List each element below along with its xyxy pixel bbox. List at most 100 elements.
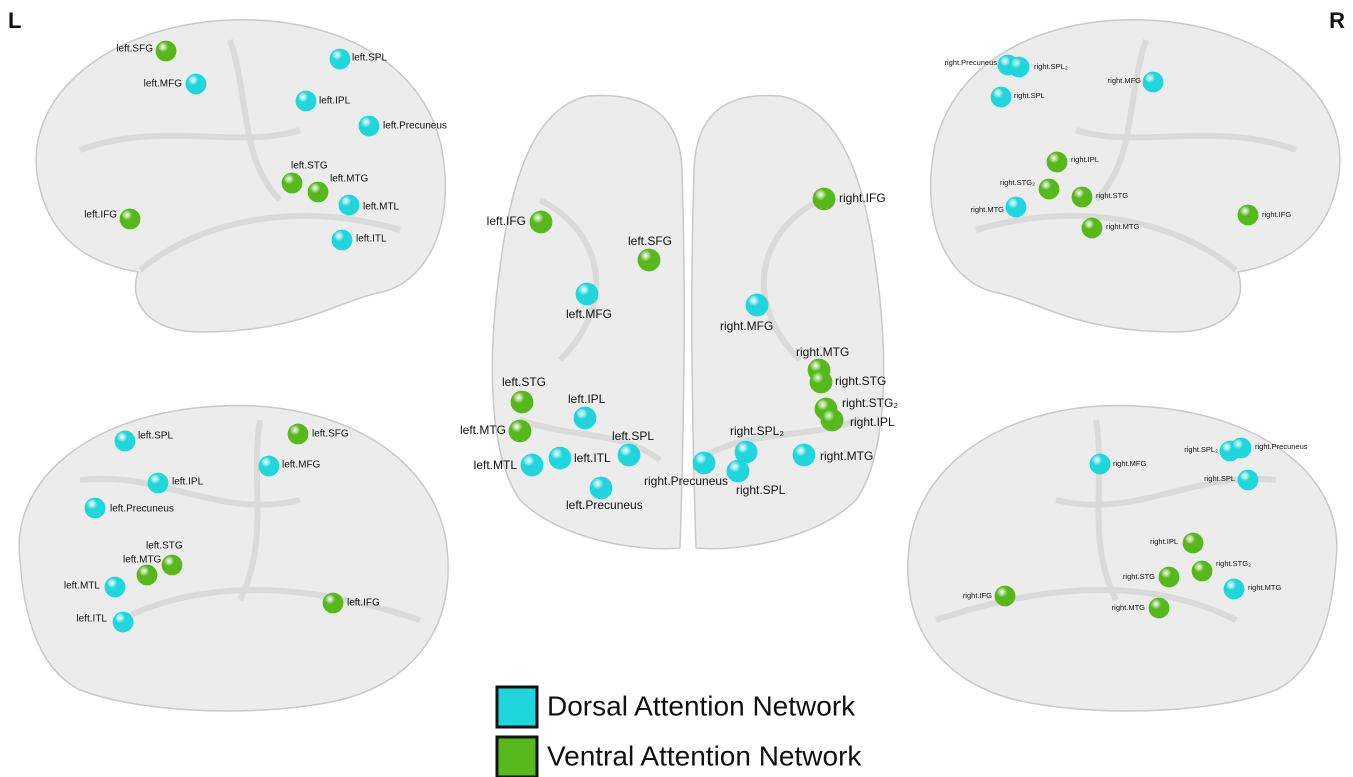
node-label: left.IFG [84,210,117,221]
node-label: left.MTG [330,174,369,185]
node-sphere [288,424,308,444]
node-label: left.MTG [123,555,162,566]
brain-left-lateral-top [36,20,445,332]
node-sphere [137,565,157,585]
node-sphere [530,211,552,233]
node-label: left.STG [291,161,328,172]
node-label: right.Precuneus [944,58,997,67]
node-label: left.SFG [628,234,672,248]
node-sphere [1082,218,1102,238]
node-label: right.MTG [971,205,1005,214]
node-label: right.Precuneus [1255,442,1308,451]
node-label: right.IFG [963,591,992,600]
node-sphere [1143,72,1163,92]
node-label: right.Precuneus [644,474,728,488]
legend-swatch [497,687,537,727]
node-label: right.STG₂ [842,396,898,410]
legend-label: Ventral Attention Network [547,740,862,771]
node-sphere [1192,561,1212,581]
node-label: right.MTG [1248,583,1282,592]
node-sphere [821,409,843,431]
brain-right-medial-bottom [908,406,1337,711]
node-label: left.SPL [138,431,173,442]
node-sphere [727,460,749,482]
node-sphere [332,230,352,250]
node-sphere [1149,598,1169,618]
node-sphere [323,593,343,613]
node-label: right.IPL [1071,155,1099,164]
node-label: right.STG₂ [1000,178,1035,187]
node-label: right.STG [835,374,886,388]
node-sphere [549,447,571,469]
node-sphere [638,249,660,271]
node-label: left.STG [502,375,546,389]
node-label: left.SPL [352,53,387,64]
node-sphere [148,473,168,493]
node-label: right.IFG [839,191,886,205]
node-label: right.STG [1096,191,1128,200]
node-sphere [282,173,302,193]
node-sphere [995,586,1015,606]
node-label: left.IPL [568,392,606,406]
node-sphere [339,195,359,215]
node-label: left.Precuneus [566,498,643,512]
node-label: left.MFG [282,460,321,471]
node-sphere [590,477,612,499]
node-sphere [105,577,125,597]
node-label: left.ITL [76,614,107,625]
node-sphere [1238,205,1258,225]
node-sphere [810,371,832,393]
node-sphere [1090,454,1110,474]
node-label: right.STG₂ [1216,559,1251,568]
node-sphere [1072,187,1092,207]
legend-label: Dorsal Attention Network [547,690,856,721]
node-sphere [186,74,206,94]
node-label: left.ITL [356,234,387,245]
node-sphere [1238,470,1258,490]
node-sphere [1224,579,1244,599]
figure: L R Dorsal Attention NetworkVentral Atte… [0,0,1353,777]
node-label: left.SFG [116,44,153,55]
node-sphere [521,454,543,476]
node-label: right.SPL [1204,474,1235,483]
node-label: right.IFG [1262,210,1291,219]
node-label: left.Precuneus [383,121,447,132]
node-sphere [618,444,640,466]
node-label: left.MTG [460,423,506,437]
node-label: right.STG [1123,572,1155,581]
node-sphere [693,452,715,474]
node-label: left.MTL [64,581,101,592]
node-label: right.MFG [720,319,773,333]
node-sphere [85,498,105,518]
node-label: left.MFG [566,307,612,321]
node-label: right.IPL [850,415,895,429]
node-label: left.IFG [347,598,380,609]
node-label: left.Precuneus [110,504,174,515]
node-label: left.STG [146,541,183,552]
node-sphere [511,391,533,413]
node-label: right.SPL [1014,91,1045,100]
node-sphere [1006,197,1026,217]
legend-swatch [497,737,537,777]
node-sphere [296,91,316,111]
node-sphere [509,420,531,442]
node-sphere [1183,533,1203,553]
node-sphere [793,444,815,466]
node-label: right.MFG [1113,459,1147,468]
node-label: right.MTG [1112,603,1146,612]
node-label: left.IFG [487,214,526,228]
corner-label: R [1329,8,1345,33]
node-label: right.MFG [1108,76,1142,85]
node-label: right.MTG [820,449,873,463]
node-sphere [576,283,598,305]
node-sphere [574,407,596,429]
node-sphere [1047,152,1067,172]
node-sphere [330,49,350,69]
node-label: left.ITL [574,451,611,465]
node-label: left.MTL [363,202,400,213]
brain-left-medial-bottom [19,406,448,711]
node-label: right.MTG [1106,222,1140,231]
node-label: left.MTL [474,458,518,472]
node-sphere [813,188,835,210]
node-sphere [1039,179,1059,199]
